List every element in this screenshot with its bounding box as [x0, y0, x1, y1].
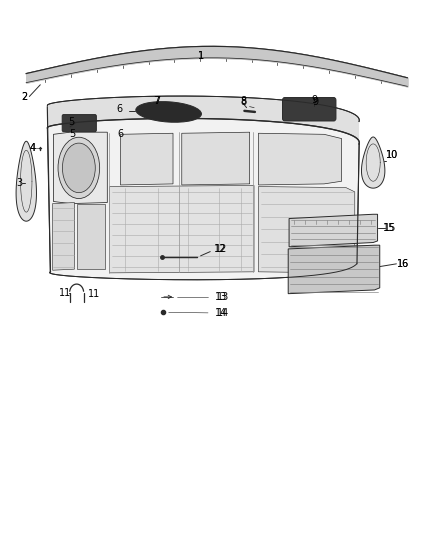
Polygon shape — [258, 187, 355, 273]
Text: 15: 15 — [384, 223, 396, 233]
FancyBboxPatch shape — [62, 115, 96, 132]
Text: 13: 13 — [215, 292, 227, 302]
Text: 11: 11 — [59, 288, 71, 297]
Polygon shape — [47, 96, 359, 144]
Text: 1: 1 — [198, 51, 205, 61]
Text: 4: 4 — [30, 143, 36, 153]
Text: 3: 3 — [16, 178, 22, 188]
Ellipse shape — [136, 102, 201, 122]
Text: 2: 2 — [21, 92, 27, 102]
Text: 16: 16 — [397, 259, 409, 269]
Text: 15: 15 — [383, 223, 395, 233]
Text: 5: 5 — [69, 130, 75, 139]
Text: 12: 12 — [215, 245, 227, 254]
Text: 1: 1 — [198, 51, 205, 61]
Polygon shape — [361, 137, 385, 188]
Text: 13: 13 — [217, 292, 230, 302]
Text: 5: 5 — [68, 117, 74, 127]
Ellipse shape — [63, 143, 95, 192]
Text: 12: 12 — [214, 245, 226, 254]
FancyBboxPatch shape — [283, 98, 336, 121]
Polygon shape — [16, 141, 36, 221]
Text: 11: 11 — [88, 289, 100, 299]
Polygon shape — [53, 203, 74, 270]
Text: 9: 9 — [312, 98, 318, 107]
Text: 14: 14 — [217, 308, 230, 318]
Text: 10: 10 — [386, 150, 398, 159]
Polygon shape — [47, 118, 359, 280]
Text: 7: 7 — [155, 96, 161, 106]
Text: 10: 10 — [386, 150, 398, 159]
Polygon shape — [182, 132, 250, 185]
Polygon shape — [289, 214, 378, 247]
Text: 9: 9 — [311, 95, 318, 105]
Text: 6: 6 — [117, 130, 124, 139]
Text: 2: 2 — [21, 92, 27, 102]
Polygon shape — [258, 133, 342, 185]
Polygon shape — [110, 185, 254, 273]
Ellipse shape — [58, 137, 100, 198]
Text: 6: 6 — [117, 104, 123, 114]
Text: 8: 8 — [240, 98, 246, 107]
Polygon shape — [288, 245, 380, 294]
Text: 8: 8 — [240, 96, 246, 106]
Text: 4: 4 — [30, 143, 36, 153]
Text: 7: 7 — [154, 96, 160, 106]
Text: 14: 14 — [215, 308, 227, 318]
Polygon shape — [53, 132, 107, 204]
Polygon shape — [77, 204, 105, 269]
Text: 16: 16 — [397, 259, 409, 269]
Polygon shape — [120, 133, 173, 185]
